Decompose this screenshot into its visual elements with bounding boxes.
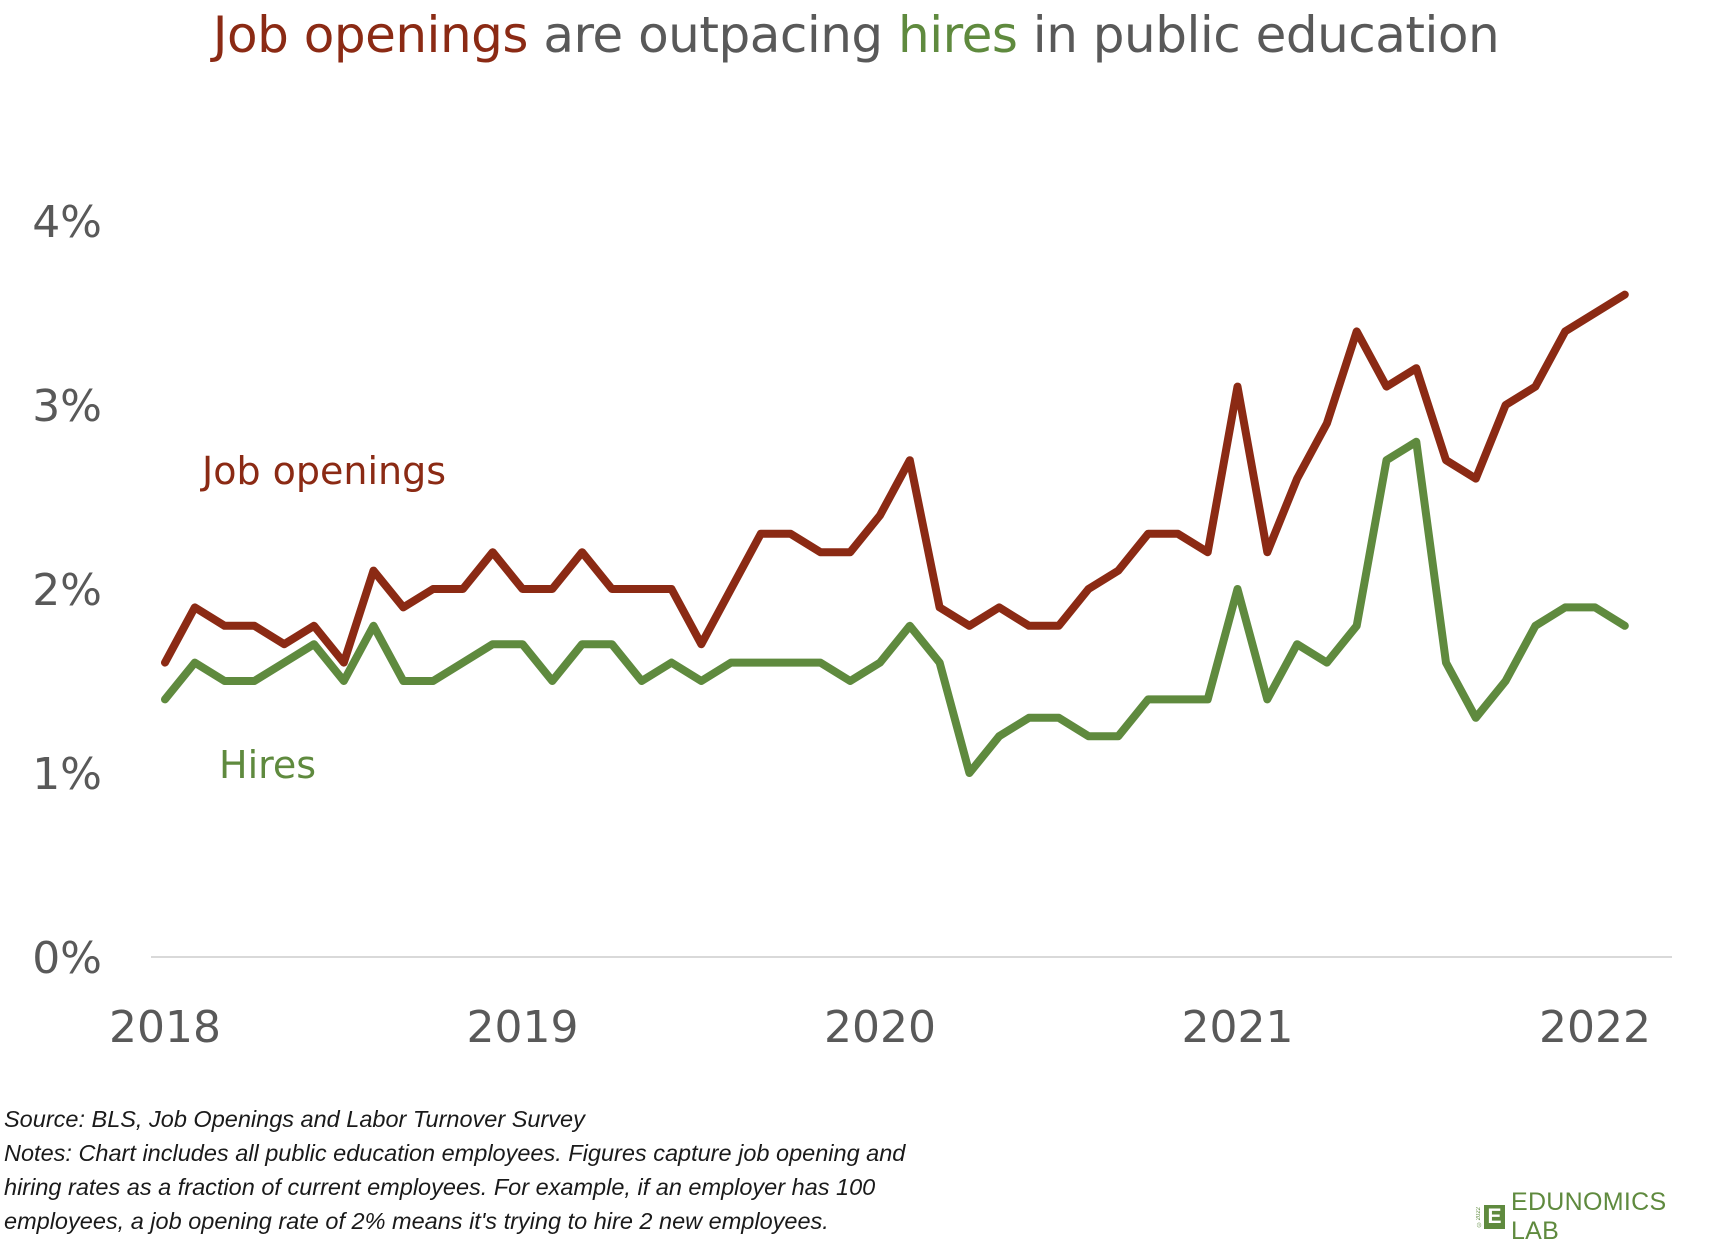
- chart-title: Job openings are outpacing hires in publ…: [0, 6, 1712, 64]
- y-tick-label: 1%: [32, 749, 102, 800]
- notes-line-2: hiring rates as a fraction of current em…: [4, 1174, 876, 1200]
- x-tick-label: 2022: [1539, 1002, 1651, 1053]
- title-job-openings: Job openings: [212, 6, 529, 64]
- notes-line-1: Notes: Chart includes all public educati…: [4, 1140, 906, 1166]
- x-tick-label: 2021: [1182, 1002, 1294, 1053]
- series-lines: [161, 290, 1629, 777]
- logo-copyright: ©2022: [1476, 1207, 1482, 1227]
- x-tick-label: 2018: [109, 1002, 221, 1053]
- y-tick-label: 4%: [32, 197, 102, 248]
- source-note: Source: BLS, Job Openings and Labor Turn…: [4, 1106, 585, 1132]
- y-tick-label: 0%: [32, 933, 102, 984]
- footnotes: Source: BLS, Job Openings and Labor Turn…: [4, 1102, 1064, 1238]
- x-tick-label: 2020: [824, 1002, 936, 1053]
- logo-mark-icon: E: [1484, 1205, 1505, 1229]
- series-label-hires: Hires: [219, 743, 316, 787]
- edunomics-lab-logo: ©2022 E EDUNOMICS LAB: [1476, 1188, 1712, 1245]
- y-tick-label: 3%: [32, 381, 102, 432]
- title-hires: hires: [898, 6, 1018, 64]
- y-tick-label: 2%: [32, 565, 102, 616]
- title-end: in public education: [1017, 6, 1500, 64]
- notes-line-3: employees, a job opening rate of 2% mean…: [4, 1208, 829, 1234]
- x-axis: 2018 2019 2020 2021 2022: [109, 1002, 1651, 1053]
- y-axis: 0% 1% 2% 3% 4%: [32, 197, 102, 984]
- series-line-job-openings: [161, 290, 1629, 667]
- x-tick-label: 2019: [467, 1002, 579, 1053]
- series-line-hires: [161, 437, 1629, 777]
- logo-wordmark: EDUNOMICS LAB: [1510, 1188, 1667, 1245]
- inline-labels: Job openings Hires: [200, 449, 446, 787]
- series-label-job-openings: Job openings: [200, 449, 446, 493]
- title-connector: are outpacing: [527, 6, 899, 64]
